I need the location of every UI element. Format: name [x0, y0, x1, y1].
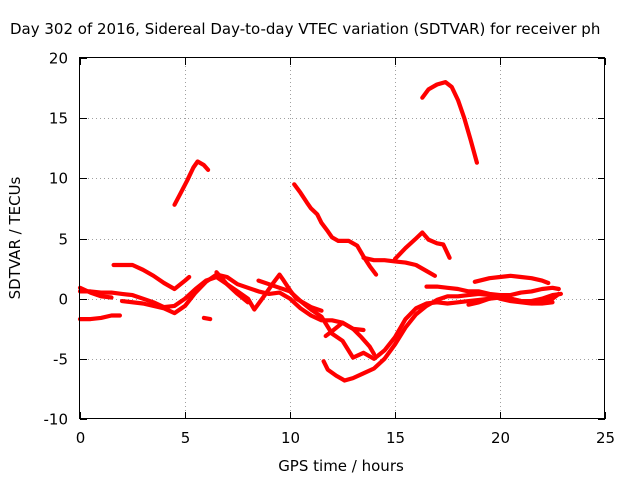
chart-title: Day 302 of 2016, Sidereal Day-to-day VTE…	[10, 20, 600, 38]
x-tick-label: 15	[386, 429, 405, 447]
series-arc-3	[80, 316, 120, 320]
series-arc-17	[475, 276, 549, 283]
series-arc-15	[422, 82, 477, 163]
x-tick-label: 25	[596, 429, 615, 447]
grid	[80, 58, 605, 419]
y-axis-label: SDTVAR / TECUs	[6, 176, 24, 299]
series-arc-7	[175, 162, 209, 205]
y-tick-label: 0	[58, 291, 68, 309]
x-tick-label: 20	[491, 429, 510, 447]
x-tick-label: 10	[281, 429, 300, 447]
y-tick-label: -10	[44, 411, 69, 429]
plot-frame	[80, 58, 605, 419]
y-tick-label: 5	[58, 231, 68, 249]
series-arc-11	[324, 294, 553, 381]
series-arc-10	[294, 184, 376, 274]
series-arc-4	[114, 265, 190, 289]
data-series	[80, 82, 561, 380]
sdtvar-chart: 0 5 10 15 20 25 -10 -5 0 5 10 15 20 Day 302 of 2016,…	[0, 0, 640, 480]
x-axis-label: GPS time / hours	[278, 457, 404, 475]
x-tick-label: 5	[181, 429, 191, 447]
series-arc-6	[204, 318, 210, 319]
x-tick-label: 0	[76, 429, 86, 447]
series-arc-14	[395, 233, 450, 260]
series-arc-16	[427, 287, 559, 296]
y-tick-label: 15	[49, 110, 68, 128]
y-tick-label: 10	[49, 170, 68, 188]
tick-labels: 0 5 10 15 20 25 -10 -5 0 5 10 15 20	[44, 50, 616, 448]
axis-ticks	[80, 58, 606, 420]
y-tick-label: -5	[53, 351, 68, 369]
y-tick-label: 20	[49, 50, 68, 68]
